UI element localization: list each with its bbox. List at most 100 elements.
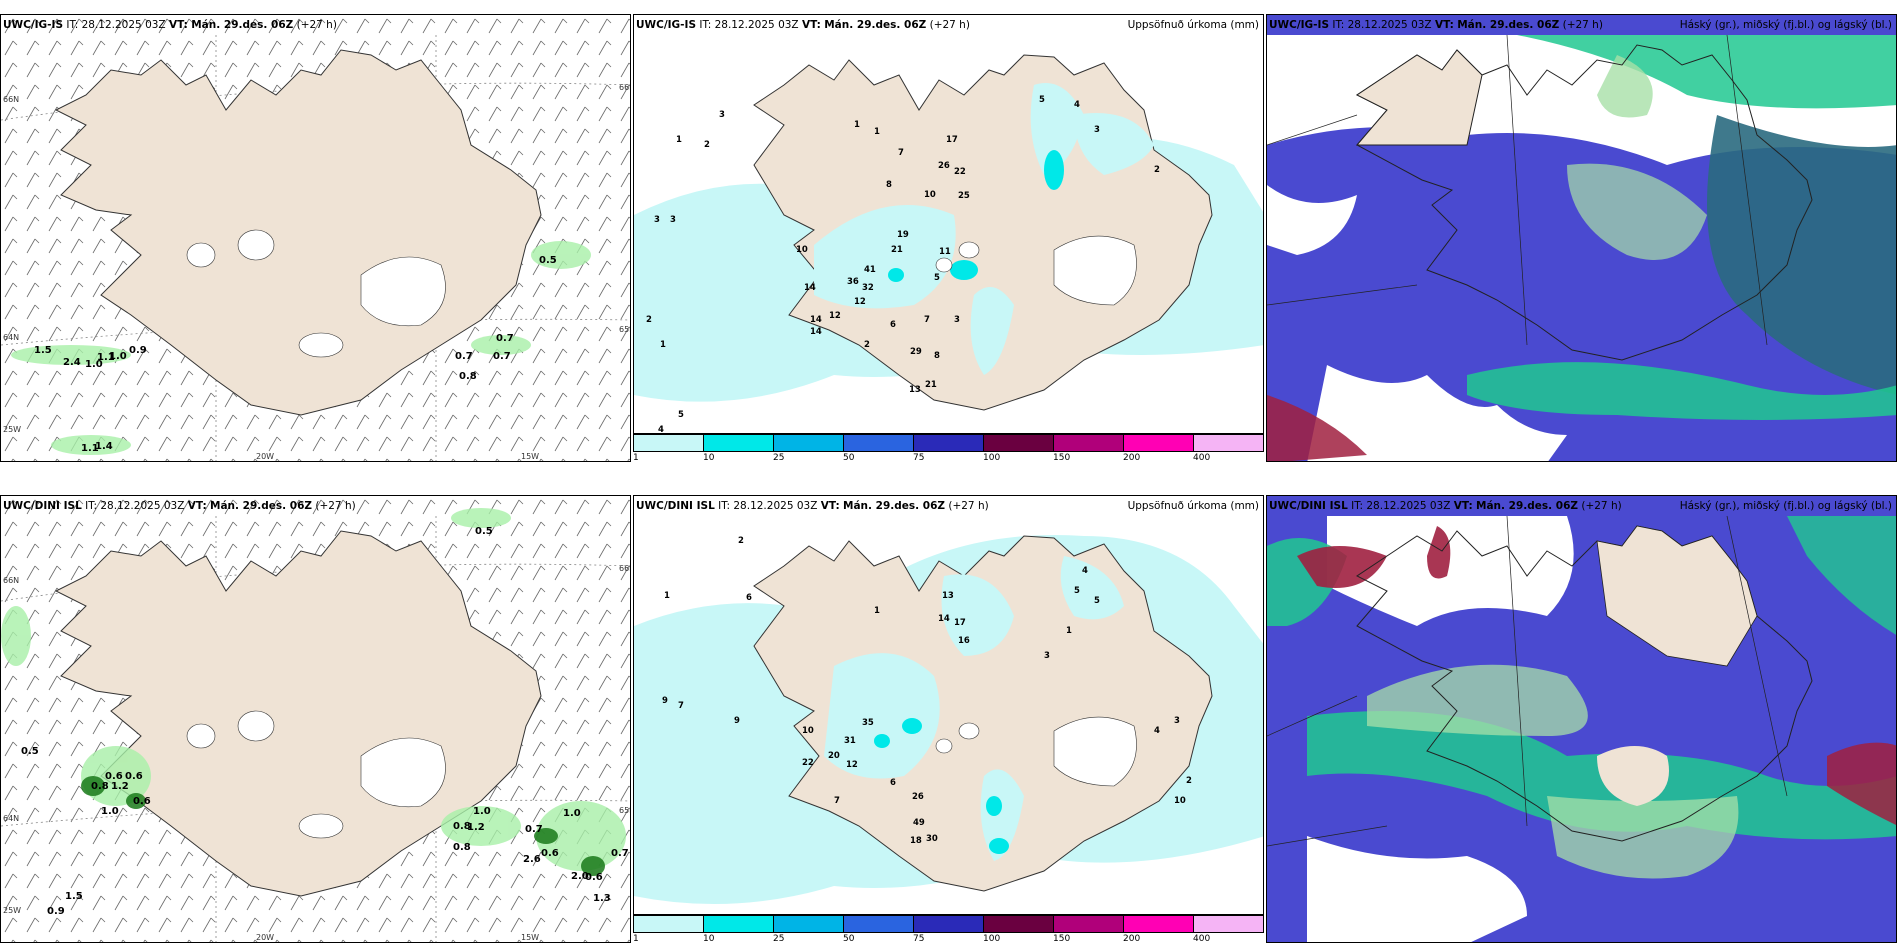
precip-value: 26: [912, 792, 924, 802]
colorbar-labels: 1 10 25 50 75 100 150 200 400: [633, 453, 1264, 467]
precip-value: 6: [746, 593, 752, 603]
precip-map-igis: UWC/IG-IS IT: 28.12.2025 03Z VT: Mán. 29…: [633, 14, 1264, 434]
precip-value: 22: [802, 758, 814, 768]
precip-value: 3: [954, 315, 960, 325]
colorbar-label: 25: [773, 453, 785, 463]
gust-value: 0.5: [21, 746, 39, 757]
precip-value: 12: [829, 311, 841, 321]
precip-map-dini: UWC/DINI ISL IT: 28.12.2025 03Z VT: Mán.…: [633, 495, 1264, 915]
gust-value: 1.0: [109, 351, 127, 362]
lon-label: 25W: [3, 425, 22, 434]
gust-value: 1.2: [467, 822, 485, 833]
colorbar-swatch: [634, 916, 704, 932]
gust-value: 1.2: [111, 781, 129, 792]
map-title: Uppsöfnuð úrkoma (mm): [1127, 19, 1259, 31]
precip-value: 14: [804, 283, 816, 293]
colorbar-swatch: [984, 435, 1054, 451]
precip-value: 26: [938, 161, 950, 171]
map-canvas: [1, 15, 630, 461]
colorbar-label: 75: [913, 934, 925, 944]
precip-value: 3: [719, 110, 725, 120]
gust-value: 0.5: [539, 255, 557, 266]
lat-label: 65N: [619, 806, 630, 815]
colorbar-label: 25: [773, 934, 785, 944]
precip-value: 31: [844, 736, 856, 746]
gust-value: 0.7: [525, 824, 543, 835]
precip-value: 14: [938, 614, 950, 624]
colorbar-swatch: [844, 435, 914, 451]
precip-value: 49: [913, 818, 925, 828]
map-canvas: [1267, 15, 1896, 461]
lat-label: 65N: [619, 325, 630, 334]
colorbar-label: 150: [1053, 934, 1071, 944]
map-canvas: [1, 496, 630, 942]
precip-value: 20: [828, 751, 840, 761]
precip-value: 7: [898, 148, 904, 158]
precip-value: 30: [926, 834, 938, 844]
precip-value: 7: [834, 796, 840, 806]
colorbar-swatch: [914, 916, 984, 932]
precip-value: 7: [924, 315, 930, 325]
precip-value: 1: [660, 340, 666, 350]
precip-value: 22: [954, 167, 966, 177]
cloud-map-igis: UWC/IG-IS IT: 28.12.2025 03Z VT: Mán. 29…: [1266, 14, 1897, 462]
gust-value: 1.0: [563, 808, 581, 819]
colorbar-swatches: [633, 434, 1264, 452]
map-title: Háský (gr.), miðský (fj.bl.) og lágský (…: [1679, 500, 1892, 512]
gust-value: 1.4: [95, 441, 113, 452]
cloud-map-dini: UWC/DINI ISL IT: 28.12.2025 03Z VT: Mán.…: [1266, 495, 1897, 943]
precip-value: 6: [890, 320, 896, 330]
lon-label: 15W: [521, 933, 540, 942]
colorbar-label: 100: [983, 453, 1001, 463]
colorbar-label: 200: [1123, 934, 1141, 944]
colorbar-swatch: [1194, 435, 1263, 451]
precip-value: 16: [958, 636, 970, 646]
precip-value: 4: [1082, 566, 1088, 576]
precip-value: 1: [874, 127, 880, 137]
precip-value: 2: [1186, 776, 1192, 786]
precip-value: 35: [862, 718, 874, 728]
colorbar-label: 100: [983, 934, 1001, 944]
precip-value: 3: [654, 215, 660, 225]
gust-value: 1.0: [101, 806, 119, 817]
precip-colorbar: 1 10 25 50 75 100 150 200 400: [633, 915, 1264, 949]
colorbar-swatch: [704, 435, 774, 451]
precip-value: 5: [1074, 586, 1080, 596]
map-canvas: [634, 54, 1263, 411]
colorbar-label: 400: [1193, 453, 1211, 463]
gust-value: 0.6: [125, 771, 143, 782]
precip-value: 21: [925, 380, 937, 390]
precip-value: 11: [939, 247, 951, 257]
precip-value: 3: [1044, 651, 1050, 661]
precip-value: 21: [891, 245, 903, 255]
precip-value: 2: [864, 340, 870, 350]
precip-value: 1: [1066, 626, 1072, 636]
lat-label: 64N: [3, 333, 20, 342]
map-canvas: [634, 535, 1263, 904]
precip-value: 9: [734, 716, 740, 726]
gust-value: 0.6: [105, 771, 123, 782]
precip-value: 3: [1094, 125, 1100, 135]
gust-value: 1.0: [473, 806, 491, 817]
colorbar-swatch: [774, 916, 844, 932]
precip-value: 14: [810, 315, 822, 325]
map-title: Háský (gr.), miðský (fj.bl.) og lágský (…: [1679, 19, 1892, 31]
precip-value: 18: [910, 836, 922, 846]
gust-value: 0.6: [133, 796, 151, 807]
panel-header: UWC/IG-IS IT: 28.12.2025 03Z VT: Mán. 29…: [3, 19, 337, 31]
colorbar-label: 75: [913, 453, 925, 463]
gust-value: 0.8: [459, 371, 477, 382]
lat-label: 66N: [619, 564, 630, 573]
panel-header: UWC/DINI ISL IT: 28.12.2025 03Z VT: Mán.…: [1269, 500, 1622, 512]
gust-value: 0.9: [129, 345, 147, 356]
precip-value: 17: [946, 135, 958, 145]
colorbar-label: 50: [843, 453, 855, 463]
precip-value: 4: [658, 425, 664, 434]
gust-value: 1.1: [81, 443, 99, 454]
colorbar-swatch: [1124, 435, 1194, 451]
gust-value: 0.5: [475, 526, 493, 537]
precip-value: 1: [874, 606, 880, 616]
precip-value: 2: [1154, 165, 1160, 175]
precip-value: 12: [846, 760, 858, 770]
lat-label: 66N: [619, 83, 630, 92]
